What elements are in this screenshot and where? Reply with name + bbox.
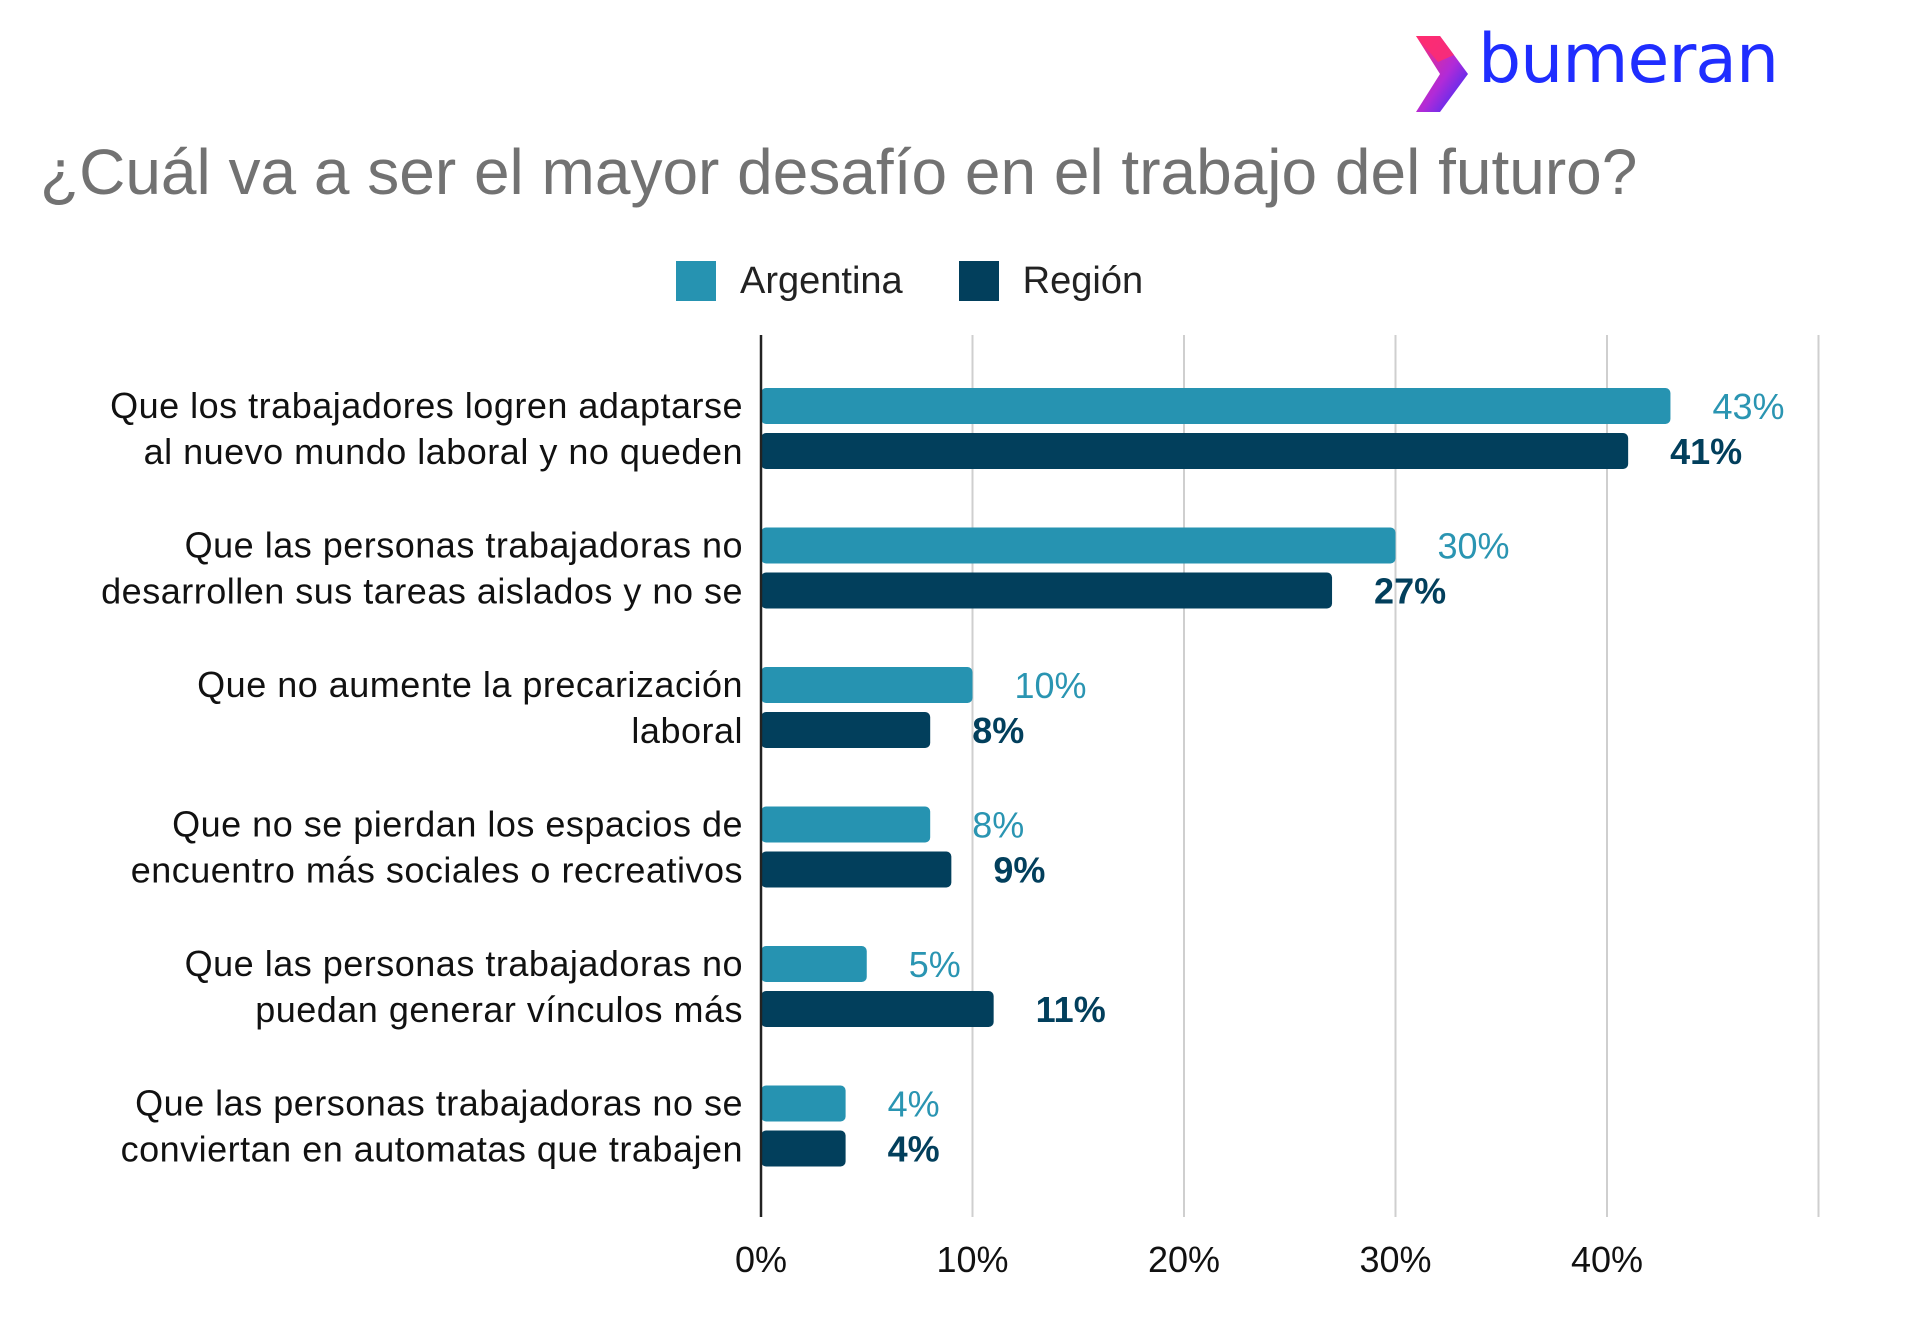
- legend-item-region: Región: [958, 259, 1144, 303]
- data-label: 4%: [888, 1084, 940, 1125]
- data-label: 8%: [972, 710, 1024, 751]
- data-label: 41%: [1670, 431, 1742, 472]
- category-label: Que las personas trabajadoras no: [185, 525, 743, 566]
- category-label: Que las personas trabajadoras no se: [135, 1083, 743, 1124]
- bar-argentina: [761, 667, 973, 703]
- data-label: 43%: [1712, 386, 1784, 427]
- bar-argentina: [761, 388, 1671, 424]
- legend: Argentina Región: [676, 258, 1199, 304]
- bar-region: [761, 1130, 846, 1167]
- data-label: 10%: [1015, 665, 1087, 706]
- category-label: Que las personas trabajadoras no: [185, 943, 743, 984]
- x-tick-label: 10%: [936, 1239, 1008, 1280]
- data-label: 30%: [1438, 526, 1510, 567]
- data-label: 5%: [909, 944, 961, 985]
- category-label: laboral: [631, 710, 743, 751]
- bar-region: [761, 991, 994, 1027]
- boomerang-arrow-icon: [1416, 36, 1468, 112]
- bar-region: [761, 851, 952, 888]
- category-label: conviertan en automatas que trabajen: [121, 1129, 743, 1170]
- category-label: Que no se pierdan los espacios de: [172, 804, 743, 845]
- category-label: puedan generar vínculos más: [255, 989, 743, 1030]
- legend-swatch-region: [958, 261, 999, 301]
- legend-label-region: Región: [1022, 259, 1144, 302]
- x-tick-label: 20%: [1148, 1239, 1220, 1280]
- bar-region: [761, 572, 1333, 609]
- data-label: 11%: [1036, 989, 1106, 1030]
- legend-swatch-argentina: [676, 261, 716, 301]
- category-label: Que los trabajadores logren adaptarse: [110, 385, 743, 426]
- category-label: encuentro más sociales o recreativos: [131, 850, 743, 891]
- x-tick-label: 40%: [1571, 1239, 1643, 1280]
- x-tick-label: 30%: [1359, 1239, 1431, 1280]
- bar-region: [761, 433, 1629, 469]
- data-label: 8%: [972, 805, 1024, 846]
- chart-title: ¿Cuál va a ser el mayor desafío en el tr…: [40, 136, 1638, 208]
- bar-argentina: [761, 1085, 846, 1122]
- category-label: Que no aumente la precarización: [197, 664, 743, 705]
- x-tick-label: 0%: [735, 1239, 787, 1280]
- data-label: 4%: [888, 1129, 940, 1170]
- legend-item-argentina: Argentina: [676, 260, 903, 303]
- bar-argentina: [761, 527, 1396, 564]
- data-label: 9%: [993, 850, 1045, 891]
- bar-region: [761, 712, 931, 748]
- data-label: 27%: [1374, 571, 1446, 612]
- bumeran-logo: bumeran: [1410, 26, 1790, 120]
- bar-argentina: [761, 946, 867, 982]
- category-label: al nuevo mundo laboral y no queden: [144, 431, 743, 472]
- bar-argentina: [761, 806, 931, 843]
- category-label: desarrollen sus tareas aislados y no se: [101, 571, 743, 612]
- legend-label-argentina: Argentina: [740, 259, 903, 302]
- logo-text: bumeran: [1478, 20, 1779, 99]
